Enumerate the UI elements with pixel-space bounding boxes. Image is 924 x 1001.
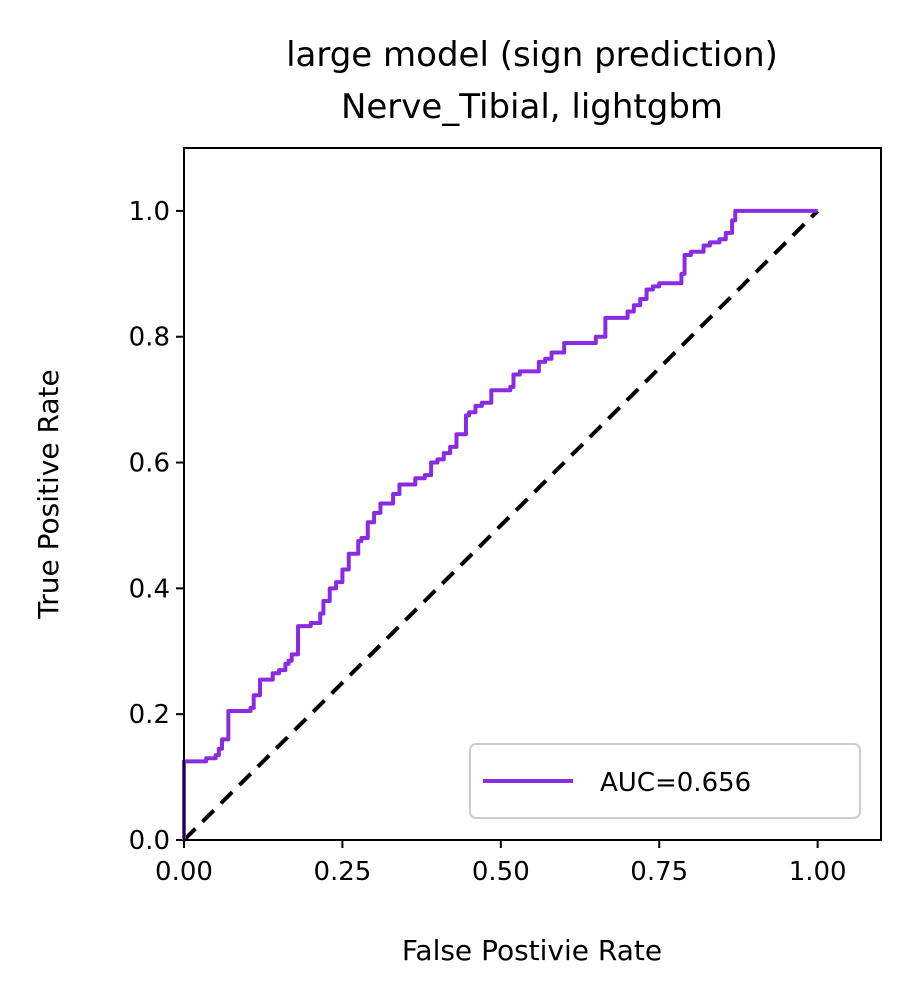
series-layer xyxy=(182,208,820,842)
y-tick-label: 0.0 xyxy=(129,826,170,856)
x-tick-label: 0.75 xyxy=(630,857,688,887)
legend: AUC=0.656 xyxy=(469,743,861,819)
legend-box xyxy=(469,743,861,819)
y-tick-label: 0.8 xyxy=(129,323,170,353)
x-axis-label: False Postivie Rate xyxy=(402,934,662,967)
chart-subtitle: Nerve_Tibial, lightgbm xyxy=(341,87,723,127)
y-tick-label: 0.4 xyxy=(129,574,170,604)
y-tick-label: 1.0 xyxy=(129,197,170,227)
y-tick-label: 0.6 xyxy=(129,449,170,479)
plot-frame xyxy=(183,147,882,841)
legend-label: AUC=0.656 xyxy=(600,768,751,798)
x-tick-label: 1.00 xyxy=(789,857,847,887)
x-tick-label: 0.25 xyxy=(313,857,371,887)
chance-diagonal-line xyxy=(182,209,820,842)
x-tick-label: 0.00 xyxy=(155,857,213,887)
roc-curve-line xyxy=(182,208,818,840)
y-axis-label: True Positive Rate xyxy=(32,369,65,619)
x-tick-label: 0.50 xyxy=(472,857,530,887)
chart-title: large model (sign prediction) xyxy=(286,35,778,75)
y-tick-label: 0.2 xyxy=(129,700,170,730)
ticks-layer: 0.00 0.25 0.50 0.75 1.00 0.0 0.2 0.4 0.6 0.8 1.0 xyxy=(129,197,847,887)
